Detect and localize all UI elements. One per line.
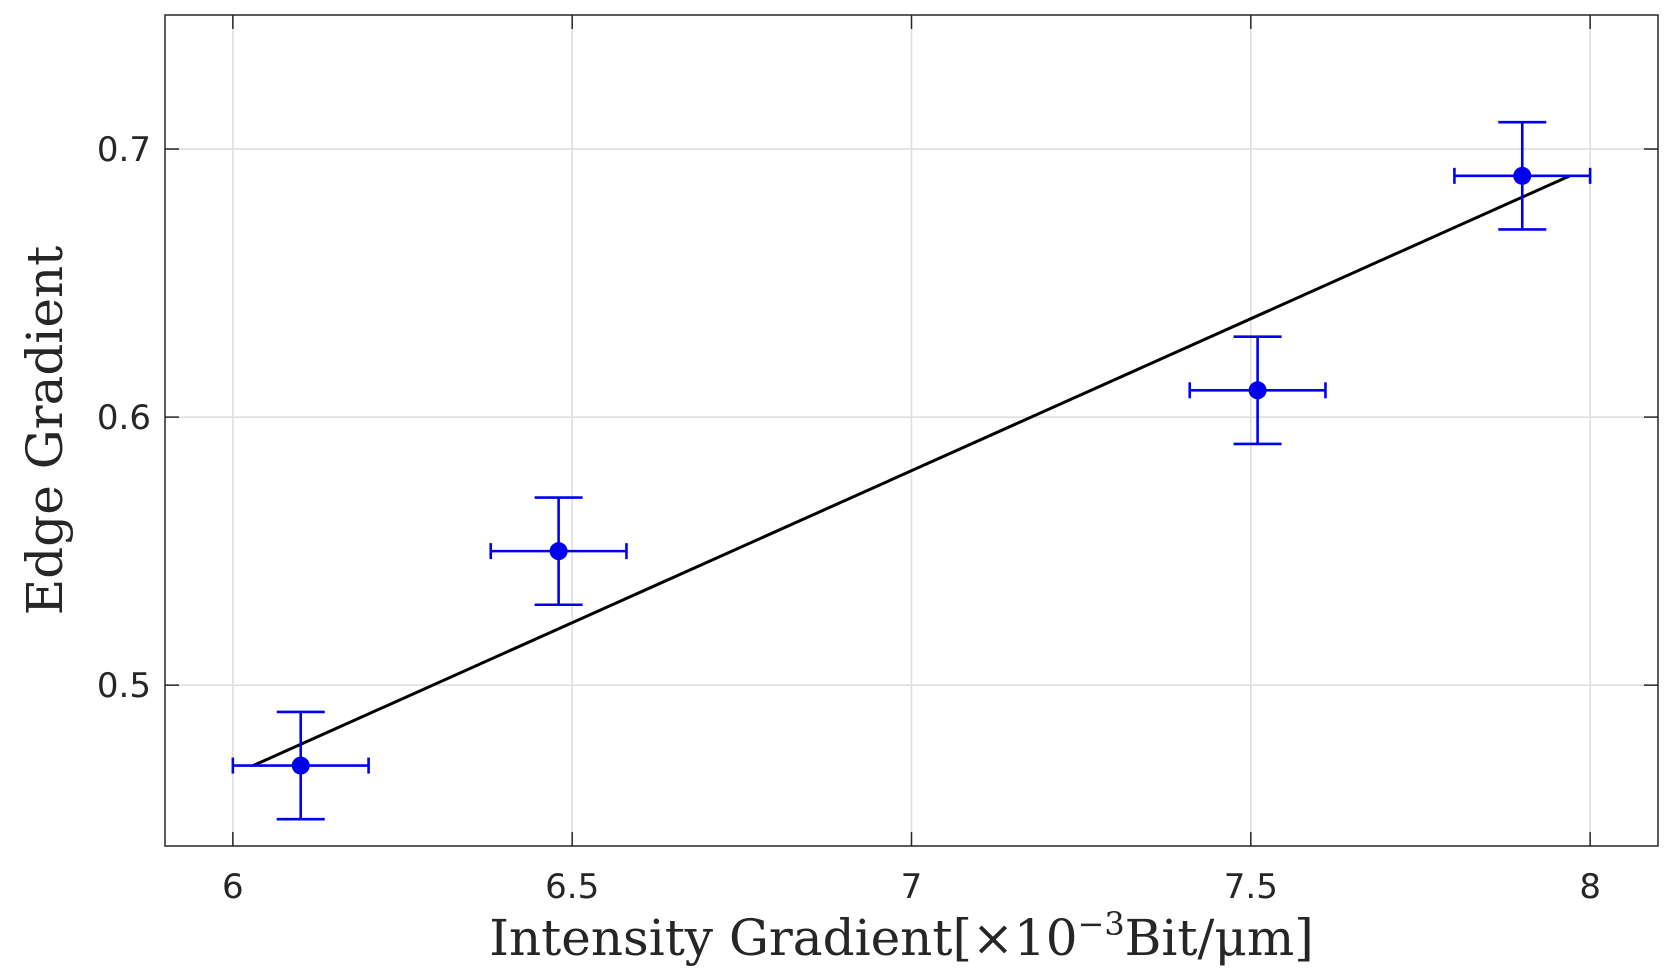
points-layer <box>231 120 1592 821</box>
data-point-group <box>1188 335 1327 446</box>
fit-layer <box>252 174 1571 767</box>
y-tick-label: 0.6 <box>97 398 151 438</box>
x-tick-label: 7 <box>901 867 923 907</box>
x-axis-title: Intensity Gradient[×10−3Bit/μm] <box>489 905 1314 967</box>
data-point-group <box>1453 120 1592 231</box>
x-axis-title-prefix: Intensity Gradient[×10 <box>489 909 1077 967</box>
data-point <box>549 542 568 561</box>
data-point-group <box>489 496 628 607</box>
y-axis-title: Edge Gradient <box>16 246 74 616</box>
ticks: 6 6.5 7 7.5 8 0.5 0.6 0.7 <box>97 15 1658 907</box>
data-point <box>1513 166 1532 185</box>
x-tick-label: 7.5 <box>1224 867 1278 907</box>
x-axis-title-exponent: −3 <box>1078 905 1125 943</box>
data-point-group <box>231 710 370 821</box>
grid <box>165 15 1658 846</box>
x-tick-label: 6.5 <box>545 867 599 907</box>
x-axis-title-suffix: Bit/μm] <box>1125 909 1314 967</box>
x-tick-label: 8 <box>1579 867 1601 907</box>
data-point <box>1248 381 1267 400</box>
y-tick-label: 0.7 <box>97 130 151 170</box>
data-point <box>291 756 310 775</box>
y-tick-label: 0.5 <box>97 666 151 706</box>
x-tick-label: 6 <box>222 867 244 907</box>
fit-line <box>252 174 1571 767</box>
